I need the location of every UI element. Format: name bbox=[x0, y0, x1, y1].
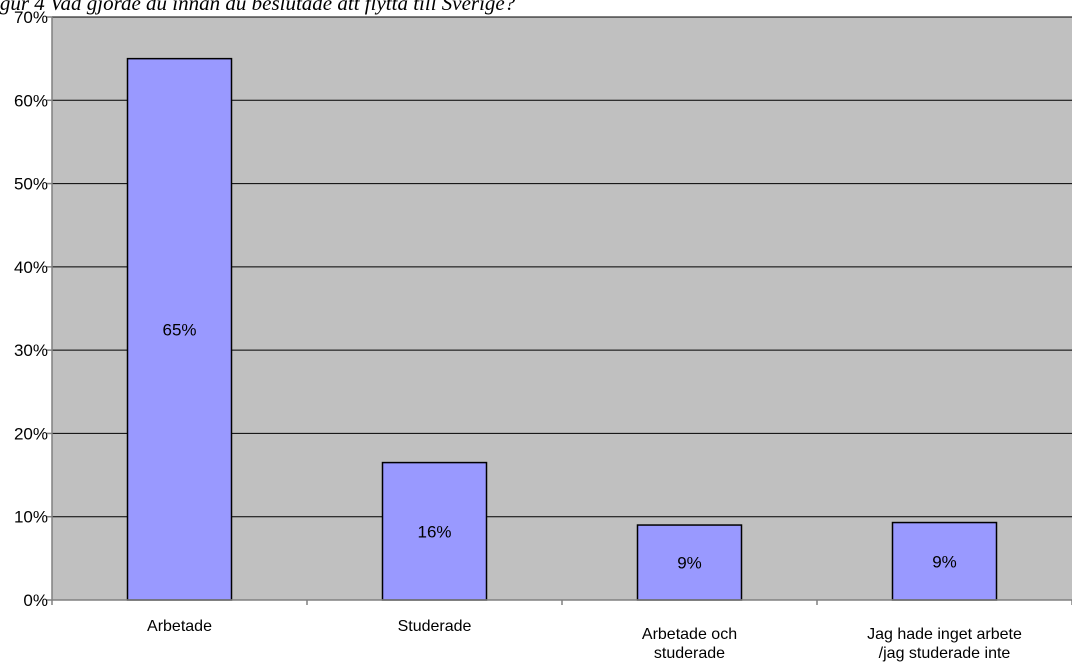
bar-data-label: 65% bbox=[162, 320, 196, 339]
y-tick-label: 30% bbox=[14, 341, 48, 360]
x-category-label-line: Jag hade inget arbete bbox=[867, 626, 1022, 643]
x-category-label: Arbetade bbox=[147, 618, 212, 635]
x-category-label: Studerade bbox=[398, 618, 472, 635]
y-tick-label: 70% bbox=[14, 8, 48, 27]
chart-title: igur 4 Vad gjorde du innan du beslutade … bbox=[0, 0, 516, 15]
x-category-label: Jag hade inget arbete/jag studerade inte bbox=[867, 626, 1022, 662]
axes bbox=[47, 16, 1072, 605]
y-axis-tick-labels: 0% 10% 20% 30% 40% 50% 60% 70% bbox=[14, 8, 48, 610]
x-category-label-line: Arbetade och bbox=[642, 626, 737, 643]
x-category-label: Arbetade och studerade bbox=[642, 626, 737, 662]
x-category-label-line: Studerade bbox=[398, 618, 472, 635]
y-tick-label: 50% bbox=[14, 175, 48, 194]
bar-data-label: 16% bbox=[417, 522, 451, 541]
bar-data-labels: 65% 16% 9% 9% bbox=[162, 320, 956, 572]
x-category-label-line: studerade bbox=[654, 645, 725, 662]
x-category-label-line: /jag studerade inte bbox=[879, 645, 1011, 662]
bar bbox=[126, 57, 233, 601]
y-tick-label: 0% bbox=[23, 591, 48, 610]
bar bbox=[891, 521, 998, 601]
bar bbox=[381, 461, 488, 601]
y-tick-label: 20% bbox=[14, 424, 48, 443]
bar-data-label: 9% bbox=[677, 554, 702, 573]
bar-data-label: 9% bbox=[932, 552, 957, 571]
x-axis-category-labels: Arbetade Studerade Arbetade och studerade Ja… bbox=[147, 618, 1022, 662]
y-tick-label: 10% bbox=[14, 508, 48, 527]
y-tick-label: 60% bbox=[14, 91, 48, 110]
y-tick-label: 40% bbox=[14, 258, 48, 277]
x-category-label-line: Arbetade bbox=[147, 618, 212, 635]
